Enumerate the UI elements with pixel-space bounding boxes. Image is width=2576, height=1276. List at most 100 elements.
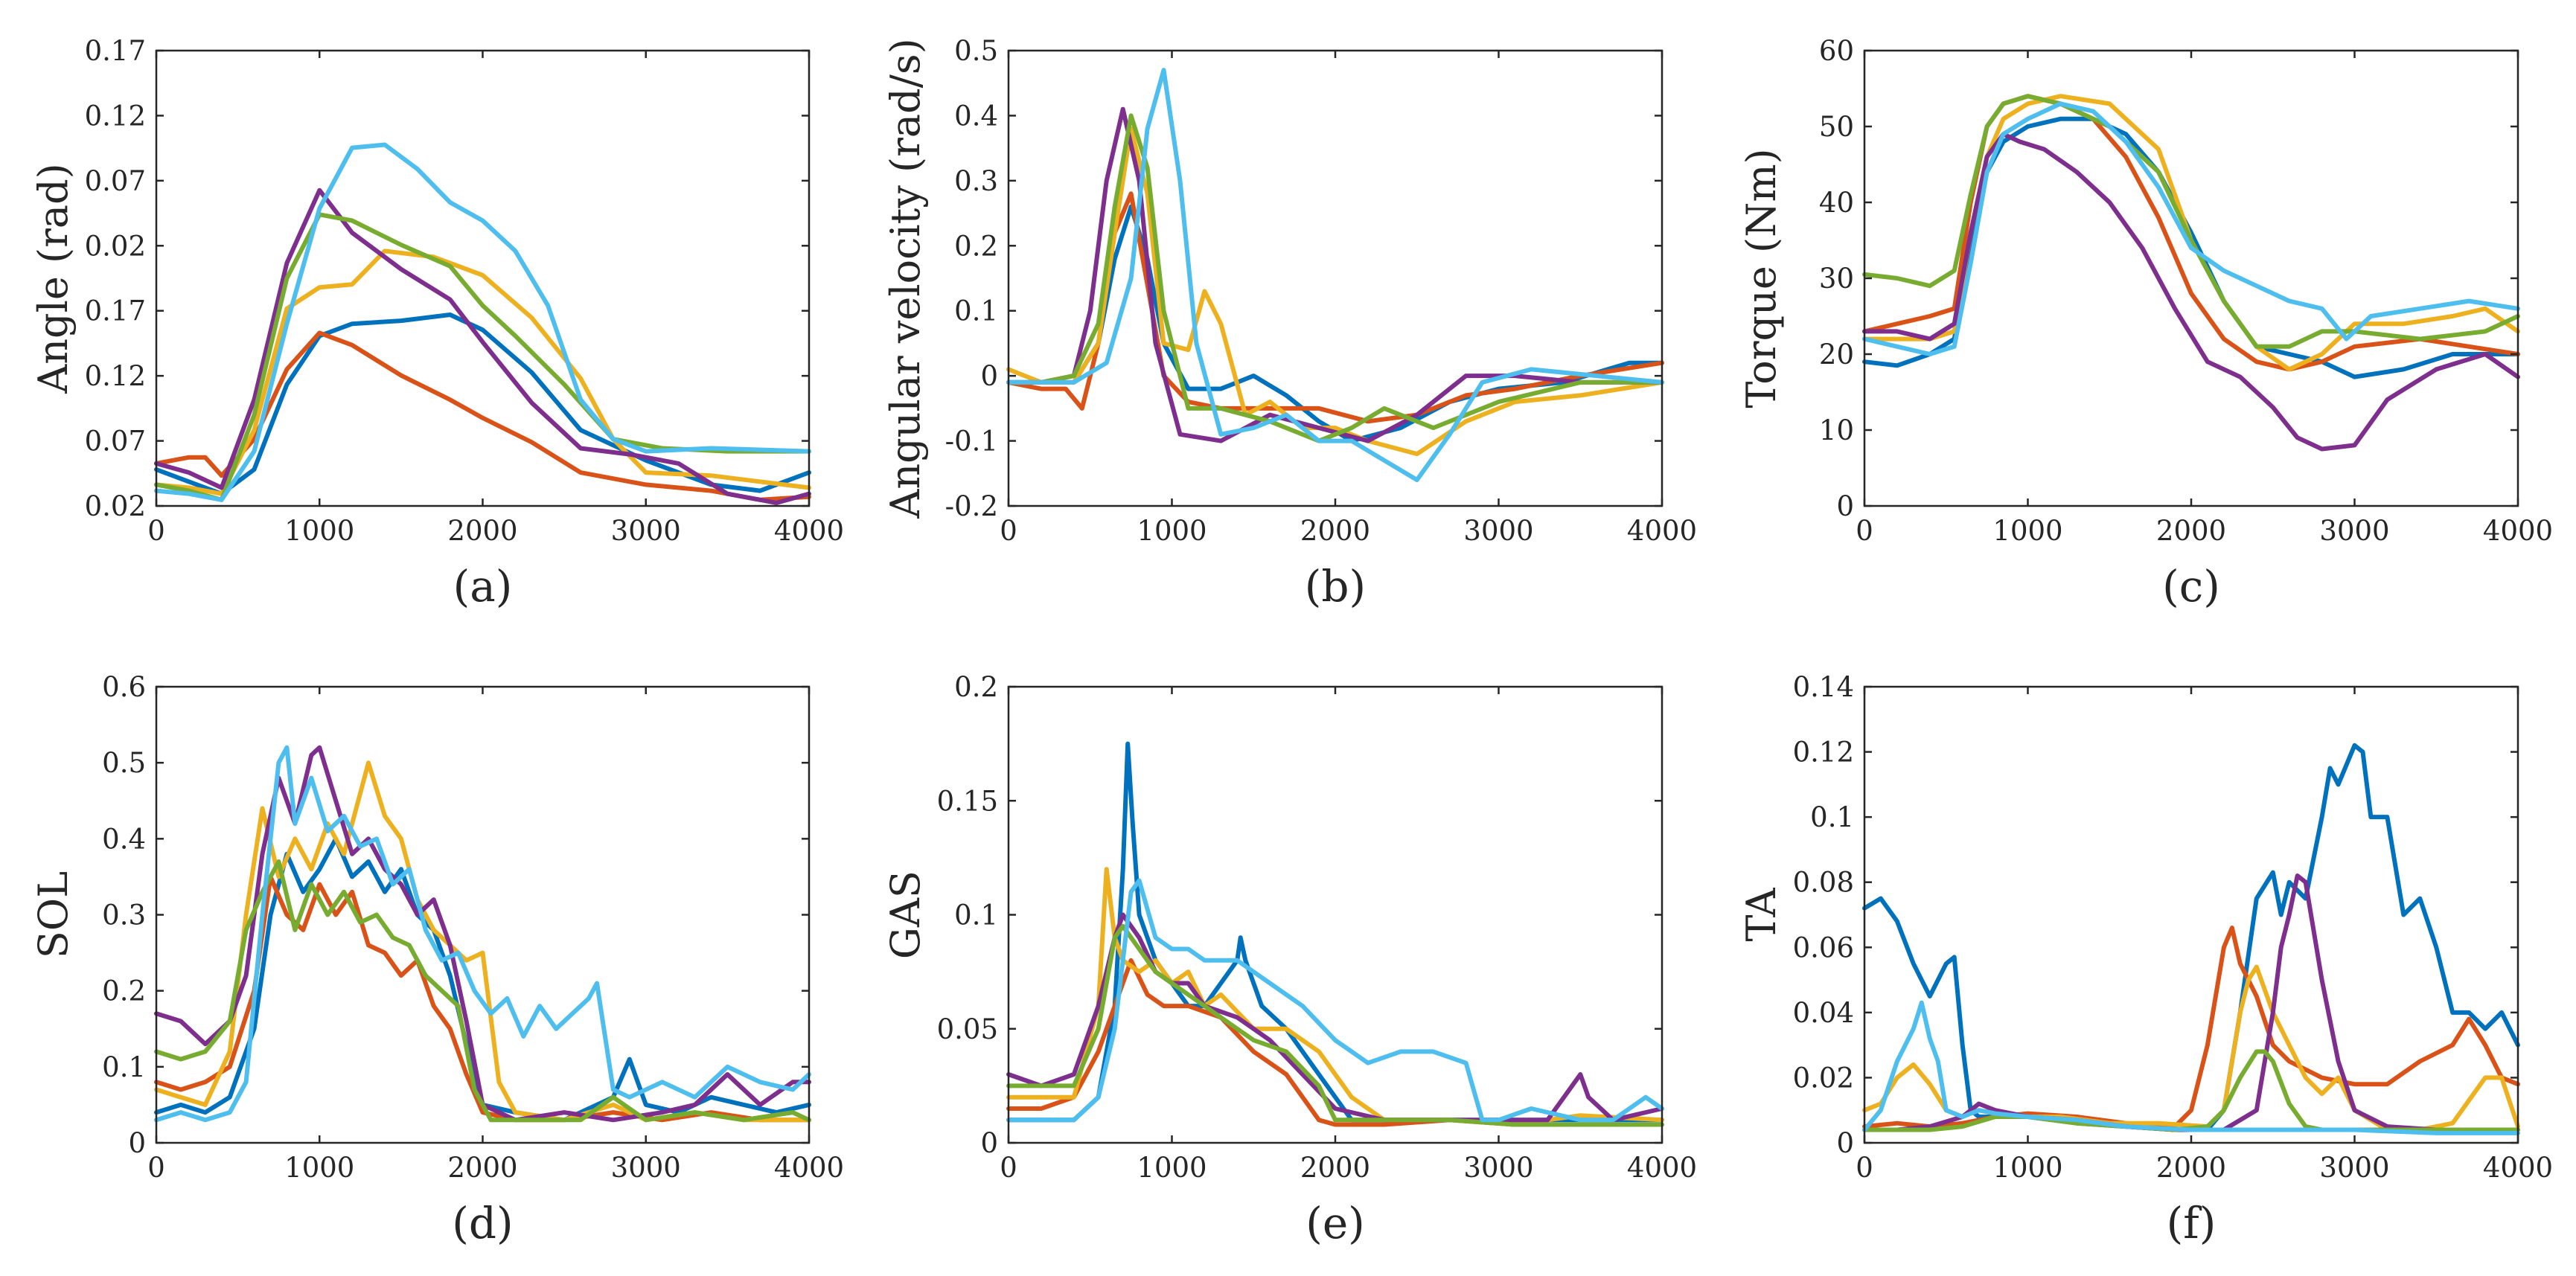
x-tick-label: 1000 xyxy=(284,515,354,547)
x-tick-label: 2000 xyxy=(1300,515,1370,547)
y-tick-label: 0.2 xyxy=(102,975,146,1007)
panel-label: (f) xyxy=(2167,1198,2217,1248)
x-tick-label: 0 xyxy=(1000,515,1017,547)
y-tick-label: 0.12 xyxy=(1793,737,1854,769)
y-tick-label: 0.12 xyxy=(85,100,146,132)
x-tick-label: 3000 xyxy=(611,1152,681,1184)
panel-a: 0 1000 2000 3000 4000 0.02 0.07 0.12 0.17 0.02 0.0… xyxy=(30,35,844,612)
x-tick-label: 4000 xyxy=(2483,1152,2553,1184)
x-tick-label: 2000 xyxy=(2156,515,2226,547)
y-tick-label: 0.02 xyxy=(85,230,146,262)
x-tick-label: 4000 xyxy=(774,515,844,547)
y-tick-label: 10 xyxy=(1819,414,1854,446)
series-line-s3 xyxy=(1006,867,1664,1127)
y-tick-label: 0.07 xyxy=(85,426,146,458)
y-tick-label: 0.07 xyxy=(85,165,146,197)
y-tick-label: 0.02 xyxy=(85,490,146,522)
x-tick-label: 4000 xyxy=(1627,515,1697,547)
y-tick-label: 30 xyxy=(1819,263,1854,295)
x-tick-label: 0 xyxy=(147,1152,165,1184)
series-line-s2 xyxy=(154,330,811,502)
panel-c: 0 1000 2000 3000 4000 0 10 20 30 40 50 60 Torque (Nm… xyxy=(1738,35,2553,612)
y-tick-label: 0 xyxy=(1836,490,1854,522)
y-tick-label: 0.04 xyxy=(1793,997,1854,1029)
series-line-s6 xyxy=(154,745,811,1123)
y-tick-label: 20 xyxy=(1819,339,1854,371)
y-tick-label: 0.4 xyxy=(102,823,146,855)
y-tick-label: 0.5 xyxy=(954,35,998,67)
y-tick-label: 0.08 xyxy=(1793,867,1854,899)
panel-label: (a) xyxy=(453,561,513,612)
y-tick-label: 0.1 xyxy=(1810,801,1854,833)
panel-b: 0 1000 2000 3000 4000 -0.2 -0.1 0 0.1 0.2 0.3 0.4 0.… xyxy=(882,35,1697,612)
panel-label: (d) xyxy=(452,1198,513,1248)
y-tick-label: 0.2 xyxy=(954,230,998,262)
x-tick-label: 4000 xyxy=(1627,1152,1697,1184)
y-tick-label: 0.06 xyxy=(1793,932,1854,964)
y-tick-label: 0.3 xyxy=(102,900,146,932)
series-line-s6 xyxy=(1862,101,2520,356)
y-tick-label: 0.6 xyxy=(102,671,146,703)
x-tick-label: 1000 xyxy=(284,1152,354,1184)
y-tick-label: 0.1 xyxy=(954,900,998,932)
y-tick-label: 0.14 xyxy=(1793,671,1854,703)
y-tick-label: 0.02 xyxy=(1793,1062,1854,1094)
x-tick-label: 1000 xyxy=(1137,1152,1206,1184)
y-tick-label: 0.15 xyxy=(937,785,998,817)
panel-e: 0 1000 2000 3000 4000 0 0.05 0.1 0.15 0.2 GAS (e) xyxy=(882,671,1697,1248)
series-line-s4 xyxy=(154,187,811,505)
x-tick-label: 2000 xyxy=(1300,1152,1370,1184)
x-tick-label: 2000 xyxy=(447,515,517,547)
x-tick-label: 1000 xyxy=(1992,1152,2062,1184)
y-tick-label: -0.1 xyxy=(945,426,998,458)
x-tick-label: 2000 xyxy=(447,1152,517,1184)
series-line-s5 xyxy=(1006,923,1664,1127)
x-tick-label: 0 xyxy=(147,515,165,547)
x-tick-label: 3000 xyxy=(1463,515,1533,547)
series-line-s5 xyxy=(154,859,811,1123)
y-tick-label: 0 xyxy=(980,1127,998,1159)
x-tick-label: 4000 xyxy=(2483,515,2553,547)
y-tick-label: 0.05 xyxy=(937,1013,998,1045)
series-line-s4 xyxy=(1862,873,2520,1132)
panel-label: (c) xyxy=(2162,561,2220,612)
x-tick-label: 1000 xyxy=(1992,515,2062,547)
series-line-s4 xyxy=(1006,106,1664,443)
x-tick-label: 3000 xyxy=(611,515,681,547)
axes-box xyxy=(1863,685,2519,1144)
x-tick-label: 3000 xyxy=(1463,1152,1533,1184)
series-line-s5 xyxy=(1006,113,1664,443)
series-line-s1 xyxy=(1862,743,2520,1132)
y-tick-label: 0 xyxy=(128,1127,146,1159)
y-axis-label: Torque (Nm) xyxy=(1738,148,1785,408)
series-line-s1 xyxy=(1006,204,1664,443)
series-line-s6 xyxy=(154,142,811,502)
x-tick-label: 0 xyxy=(1856,515,1873,547)
y-tick-label: 0.5 xyxy=(102,747,146,779)
y-axis-label: SOL xyxy=(30,871,77,958)
y-axis-label: Angular velocity (rad/s) xyxy=(882,38,929,519)
y-tick-label: 0.17 xyxy=(85,295,146,327)
y-axis-label: Angle (rad) xyxy=(30,163,77,394)
x-tick-label: 0 xyxy=(1000,1152,1017,1184)
panel-label: (e) xyxy=(1305,1198,1365,1248)
x-tick-label: 4000 xyxy=(774,1152,844,1184)
y-tick-label: 50 xyxy=(1819,111,1854,143)
x-tick-label: 3000 xyxy=(2319,515,2389,547)
series-line-s5 xyxy=(154,212,811,502)
x-tick-label: 0 xyxy=(1856,1152,1873,1184)
series-line-s6 xyxy=(1862,1000,2520,1135)
y-tick-label: 0 xyxy=(1836,1127,1854,1159)
x-tick-label: 2000 xyxy=(2156,1152,2226,1184)
series-line-s3 xyxy=(154,249,811,496)
y-tick-label: 60 xyxy=(1819,35,1854,67)
y-tick-label: 0.1 xyxy=(102,1051,146,1083)
series-line-s4 xyxy=(1006,912,1664,1123)
series-line-s6 xyxy=(1006,878,1664,1123)
y-tick-label: 0.3 xyxy=(954,165,998,197)
y-tick-label: 0.2 xyxy=(954,671,998,703)
y-axis-label: GAS xyxy=(882,871,929,959)
panel-d: 0 1000 2000 3000 4000 0 0.1 0.2 0.3 0.4 0.5 0.6 SOL (… xyxy=(30,671,844,1248)
y-tick-label: -0.2 xyxy=(945,490,998,522)
